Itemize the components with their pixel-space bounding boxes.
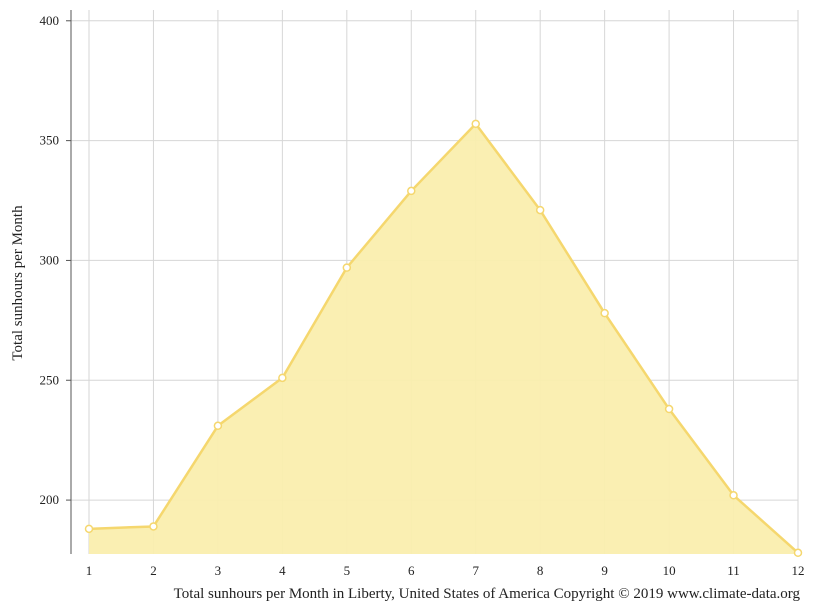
data-point [471,119,480,129]
x-tick-label: 4 [279,563,286,578]
area-fill [89,123,798,555]
x-tick-label: 6 [408,563,415,578]
y-tick-label: 200 [40,492,60,507]
x-tick-label: 11 [727,563,740,578]
data-points [84,119,803,558]
x-tick-label: 2 [150,563,157,578]
x-tick-label: 5 [344,563,351,578]
data-point [793,548,803,558]
chart-caption: Total sunhours per Month in Liberty, Uni… [174,586,801,602]
data-point [278,373,287,383]
data-point [664,404,674,414]
y-tick-label: 350 [40,133,60,148]
x-tick-label: 1 [86,563,93,578]
data-point [407,186,416,196]
data-point [729,491,738,500]
data-point [342,263,352,272]
y-tick-labels: 200 250 300 350 400 [40,13,60,507]
y-tick-label: 300 [40,252,60,267]
series-line [88,122,799,554]
x-tick-labels: 1 2 3 4 5 6 7 8 9 10 11 12 [86,563,805,578]
x-tick-label: 7 [472,563,479,578]
x-tick-label: 9 [601,563,608,578]
y-axis-title: Total sunhours per Month [10,205,26,361]
x-tick-label: 3 [215,563,222,578]
x-tick-label: 12 [792,563,805,578]
data-point [149,522,158,531]
y-tick-label: 400 [40,13,60,28]
data-point [600,308,609,318]
y-tick-label: 250 [40,372,60,387]
x-tick-label: 10 [663,563,676,578]
x-tick-label: 8 [537,563,544,578]
axes [66,10,72,554]
data-point [213,421,223,431]
data-point [84,524,94,534]
data-point [535,205,545,215]
area-layer [88,122,799,555]
